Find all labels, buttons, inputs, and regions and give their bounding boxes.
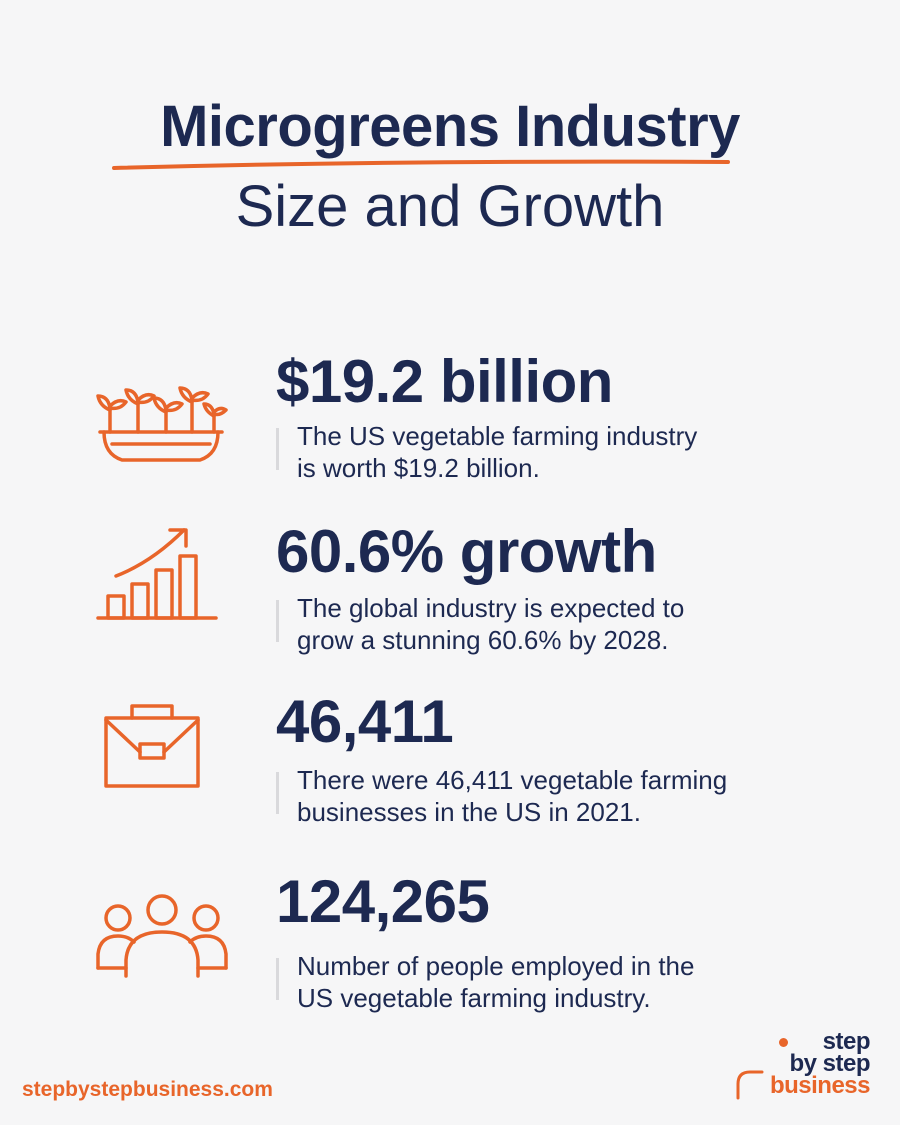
title-block: Microgreens Industry (0, 95, 900, 159)
stat-desc-line: Number of people employed in the (297, 951, 695, 981)
stat-description: There were 46,411 vegetable farming busi… (297, 764, 857, 828)
stat-divider (276, 428, 279, 470)
logo-step-mark (736, 1070, 764, 1100)
footer-url[interactable]: stepbystepbusiness.com (22, 1078, 273, 1101)
stat-divider (276, 600, 279, 642)
brand-logo[interactable]: step by step business (730, 1028, 871, 1102)
stat-description: The US vegetable farming industry is wor… (297, 420, 857, 484)
stat-value: 60.6% growth (276, 518, 657, 585)
page-title: Microgreens Industry (160, 94, 740, 159)
logo-line: business (769, 1072, 871, 1099)
page-subtitle: Size and Growth (235, 174, 665, 239)
stat-desc-line: US vegetable farming industry. (297, 983, 651, 1013)
briefcase-icon (104, 704, 200, 788)
logo-dot (779, 1038, 788, 1047)
stat-value: $19.2 billion (276, 348, 613, 415)
stat-desc-line: businesses in the US in 2021. (297, 797, 641, 827)
stat-item: $19.2 billion The US vegetable farming i… (0, 352, 900, 512)
stat-value: 46,411 (276, 688, 454, 755)
sprouts-planter-icon (96, 386, 228, 462)
stat-desc-line: The US vegetable farming industry (297, 421, 698, 451)
stat-desc-line: There were 46,411 vegetable farming (297, 765, 728, 795)
stat-desc-line: grow a stunning 60.6% by 2028. (297, 625, 669, 655)
stat-description: The global industry is expected to grow … (297, 592, 857, 656)
stat-divider (276, 958, 279, 1000)
stat-desc-line: The global industry is expected to (297, 593, 685, 623)
stat-item: 46,411 There were 46,411 vegetable farmi… (0, 692, 900, 852)
growth-chart-icon (96, 528, 218, 620)
stat-desc-line: is worth $19.2 billion. (297, 453, 540, 483)
stat-divider (276, 772, 279, 814)
stat-item: 124,265 Number of people employed in the… (0, 872, 900, 1032)
logo-line: by step (789, 1050, 870, 1077)
stat-item: 60.6% growth The global industry is expe… (0, 522, 900, 682)
people-group-icon (96, 894, 228, 978)
title-underline (112, 159, 730, 170)
stat-description: Number of people employed in the US vege… (297, 950, 857, 1014)
stat-value: 124,265 (276, 868, 490, 935)
logo-line: step (822, 1028, 871, 1055)
